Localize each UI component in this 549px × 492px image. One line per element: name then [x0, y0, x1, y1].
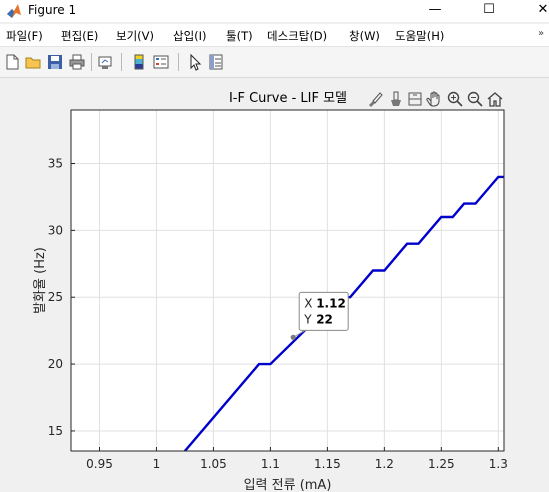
close-button[interactable]: ✕ [537, 2, 549, 17]
menu-desktop[interactable]: 데스크탑(D) [267, 29, 328, 43]
home-icon[interactable] [486, 90, 504, 108]
colorbar-icon[interactable] [130, 53, 148, 71]
brush-icon[interactable] [366, 90, 384, 108]
toolbar-separator [178, 53, 179, 71]
menu-edit[interactable]: 편집(E) [61, 29, 99, 43]
property-inspector-icon[interactable] [207, 53, 225, 71]
menu-help[interactable]: 도움말(H) [395, 29, 445, 43]
edit-plot-icon[interactable] [186, 53, 204, 71]
zoom-out-icon[interactable] [466, 90, 484, 108]
menu-overflow-chevron-icon[interactable]: » [538, 28, 545, 39]
matlab-icon [7, 4, 21, 18]
toolbar-separator [121, 53, 122, 71]
menu-window[interactable]: 창(W) [349, 29, 380, 43]
menu-bar: 파일(F) 편집(E) 보기(V) 삽입(I) 툴(T) 데스크탑(D) 창(W… [0, 24, 549, 47]
window-title: Figure 1 [28, 3, 77, 17]
toolbar-separator [91, 53, 92, 71]
pan-icon[interactable] [425, 90, 443, 108]
legend-icon[interactable] [152, 53, 170, 71]
figure-canvas [0, 78, 549, 492]
zoom-in-icon[interactable] [446, 90, 464, 108]
menu-view[interactable]: 보기(V) [116, 29, 154, 43]
data-tips-icon[interactable] [387, 90, 405, 108]
print-icon[interactable] [68, 53, 86, 71]
rotate-icon[interactable] [406, 90, 424, 108]
menu-tools[interactable]: 툴(T) [226, 29, 253, 43]
save-icon[interactable] [46, 53, 64, 71]
maximize-button[interactable]: ☐ [483, 2, 495, 17]
title-bar: Figure 1 — ☐ ✕ [0, 0, 549, 22]
link-plot-icon[interactable] [97, 53, 115, 71]
menu-insert[interactable]: 삽입(I) [173, 29, 207, 43]
figure-toolbar [0, 47, 549, 78]
new-figure-icon[interactable] [3, 53, 21, 71]
minimize-button[interactable]: — [428, 2, 442, 17]
open-file-icon[interactable] [24, 53, 42, 71]
menu-file[interactable]: 파일(F) [6, 29, 43, 43]
